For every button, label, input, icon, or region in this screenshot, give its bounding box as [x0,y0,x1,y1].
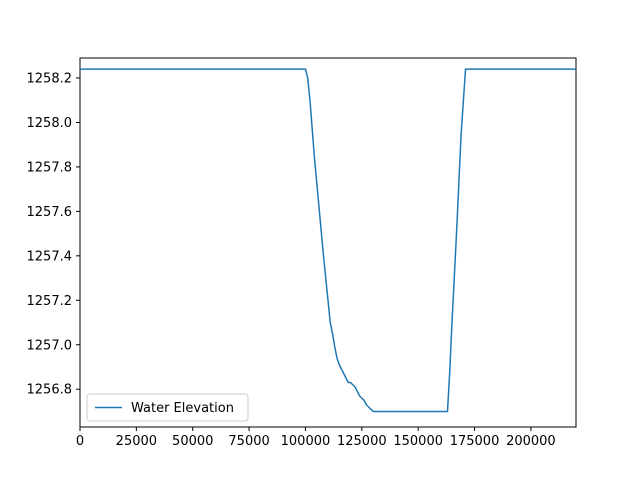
x-tick-label: 0 [76,434,84,449]
y-tick-label: 1257.6 [27,205,73,220]
x-tick-label: 175000 [450,434,500,449]
y-axis: 1256.8 1257.0 1257.2 1257.4 1257.6 1257.8 1258… [27,72,80,398]
y-tick-label: 1257.8 [27,160,73,175]
y-tick-label: 1257.0 [27,338,73,353]
series-layer [79,68,577,413]
x-tick-label: 50000 [172,434,213,449]
y-tick-label: 1257.4 [27,249,73,264]
x-tick-label: 25000 [116,434,157,449]
y-tick-label: 1258.2 [27,72,73,87]
series-line-0 [79,68,577,413]
x-tick-label: 200000 [506,434,556,449]
legend-label-0: Water Elevation [131,401,234,416]
y-tick-label: 1256.8 [27,383,73,398]
y-tick-label: 1257.2 [27,294,73,309]
x-tick-label: 150000 [393,434,443,449]
x-tick-label: 125000 [337,434,387,449]
y-tick-label: 1258.0 [27,116,73,131]
plot-area [79,57,577,428]
legend: Water Elevation [86,393,249,422]
x-axis: 0 25000 50000 75000 100000 125000 150000 175000… [76,427,556,449]
plot-frame [79,57,577,428]
x-tick-label: 75000 [228,434,269,449]
legend-box [86,393,249,422]
x-tick-label: 100000 [281,434,331,449]
